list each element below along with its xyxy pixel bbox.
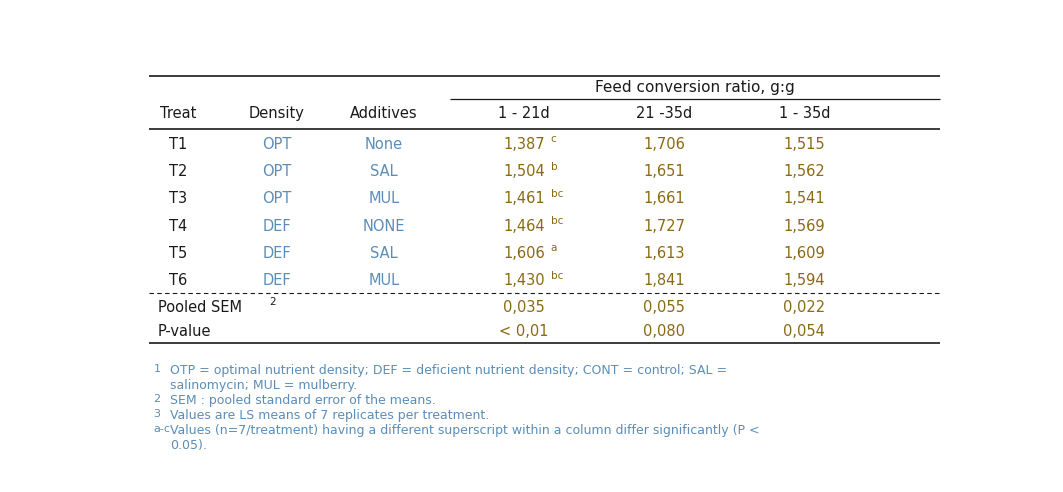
- Text: < 0,01: < 0,01: [500, 324, 549, 338]
- Text: 1,841: 1,841: [643, 273, 685, 288]
- Text: None: None: [365, 137, 403, 152]
- Text: NONE: NONE: [362, 218, 405, 234]
- Text: 1,387: 1,387: [504, 137, 545, 152]
- Text: 1,609: 1,609: [783, 246, 825, 261]
- Text: T2: T2: [169, 164, 187, 179]
- Text: 1: 1: [153, 364, 161, 374]
- Text: 1,651: 1,651: [643, 164, 685, 179]
- Text: a: a: [551, 244, 557, 253]
- Text: Values are LS means of 7 replicates per treatment.: Values are LS means of 7 replicates per …: [170, 409, 489, 422]
- Text: 1,606: 1,606: [503, 246, 545, 261]
- Text: 1,706: 1,706: [643, 137, 686, 152]
- Text: SAL: SAL: [370, 246, 398, 261]
- Text: Pooled SEM: Pooled SEM: [157, 300, 241, 314]
- Text: P-value: P-value: [157, 324, 212, 338]
- Text: bc: bc: [551, 216, 563, 226]
- Text: 1,569: 1,569: [783, 218, 825, 234]
- Text: bc: bc: [551, 189, 563, 199]
- Text: 1,613: 1,613: [643, 246, 685, 261]
- Text: T1: T1: [169, 137, 187, 152]
- Text: 1,594: 1,594: [783, 273, 825, 288]
- Text: 1,464: 1,464: [504, 218, 545, 234]
- Text: T4: T4: [169, 218, 187, 234]
- Text: 1,430: 1,430: [504, 273, 545, 288]
- Text: 0,054: 0,054: [783, 324, 825, 338]
- Text: SEM : pooled standard error of the means.: SEM : pooled standard error of the means…: [170, 394, 436, 407]
- Text: b: b: [551, 162, 557, 172]
- Text: 0,022: 0,022: [783, 300, 825, 314]
- Text: 21 -35d: 21 -35d: [636, 106, 692, 122]
- Text: OPT: OPT: [263, 137, 291, 152]
- Text: OPT: OPT: [263, 164, 291, 179]
- Text: Feed conversion ratio, g:g: Feed conversion ratio, g:g: [595, 80, 795, 95]
- Text: 0,055: 0,055: [643, 300, 686, 314]
- Text: a-c: a-c: [153, 424, 170, 434]
- Text: MUL: MUL: [369, 191, 400, 206]
- Text: 0,080: 0,080: [643, 324, 686, 338]
- Text: bc: bc: [551, 271, 563, 281]
- Text: Values (n=7/treatment) having a different superscript within a column differ sig: Values (n=7/treatment) having a differen…: [170, 424, 759, 437]
- Text: 1 - 21d: 1 - 21d: [499, 106, 550, 122]
- Text: c: c: [551, 134, 556, 144]
- Text: 1,541: 1,541: [783, 191, 825, 206]
- Text: 1,562: 1,562: [783, 164, 825, 179]
- Text: 1,661: 1,661: [643, 191, 685, 206]
- Text: T5: T5: [169, 246, 187, 261]
- Text: 1,461: 1,461: [504, 191, 545, 206]
- Text: T3: T3: [169, 191, 187, 206]
- Text: OTP = optimal nutrient density; DEF = deficient nutrient density; CONT = control: OTP = optimal nutrient density; DEF = de…: [170, 364, 727, 377]
- Text: 0.05).: 0.05).: [170, 439, 207, 452]
- Text: Additives: Additives: [351, 106, 418, 122]
- Text: OPT: OPT: [263, 191, 291, 206]
- Text: 3: 3: [153, 409, 161, 419]
- Text: Density: Density: [249, 106, 305, 122]
- Text: 2: 2: [153, 394, 161, 404]
- Text: 2: 2: [269, 297, 275, 307]
- Text: 1,504: 1,504: [503, 164, 545, 179]
- Text: 1,515: 1,515: [783, 137, 825, 152]
- Text: DEF: DEF: [263, 218, 291, 234]
- Text: MUL: MUL: [369, 273, 400, 288]
- Text: Treat: Treat: [161, 106, 197, 122]
- Text: 1,727: 1,727: [643, 218, 686, 234]
- Text: SAL: SAL: [370, 164, 398, 179]
- Text: T6: T6: [169, 273, 187, 288]
- Text: 0,035: 0,035: [503, 300, 545, 314]
- Text: DEF: DEF: [263, 273, 291, 288]
- Text: DEF: DEF: [263, 246, 291, 261]
- Text: 1 - 35d: 1 - 35d: [778, 106, 830, 122]
- Text: salinomycin; MUL = mulberry.: salinomycin; MUL = mulberry.: [170, 379, 357, 392]
